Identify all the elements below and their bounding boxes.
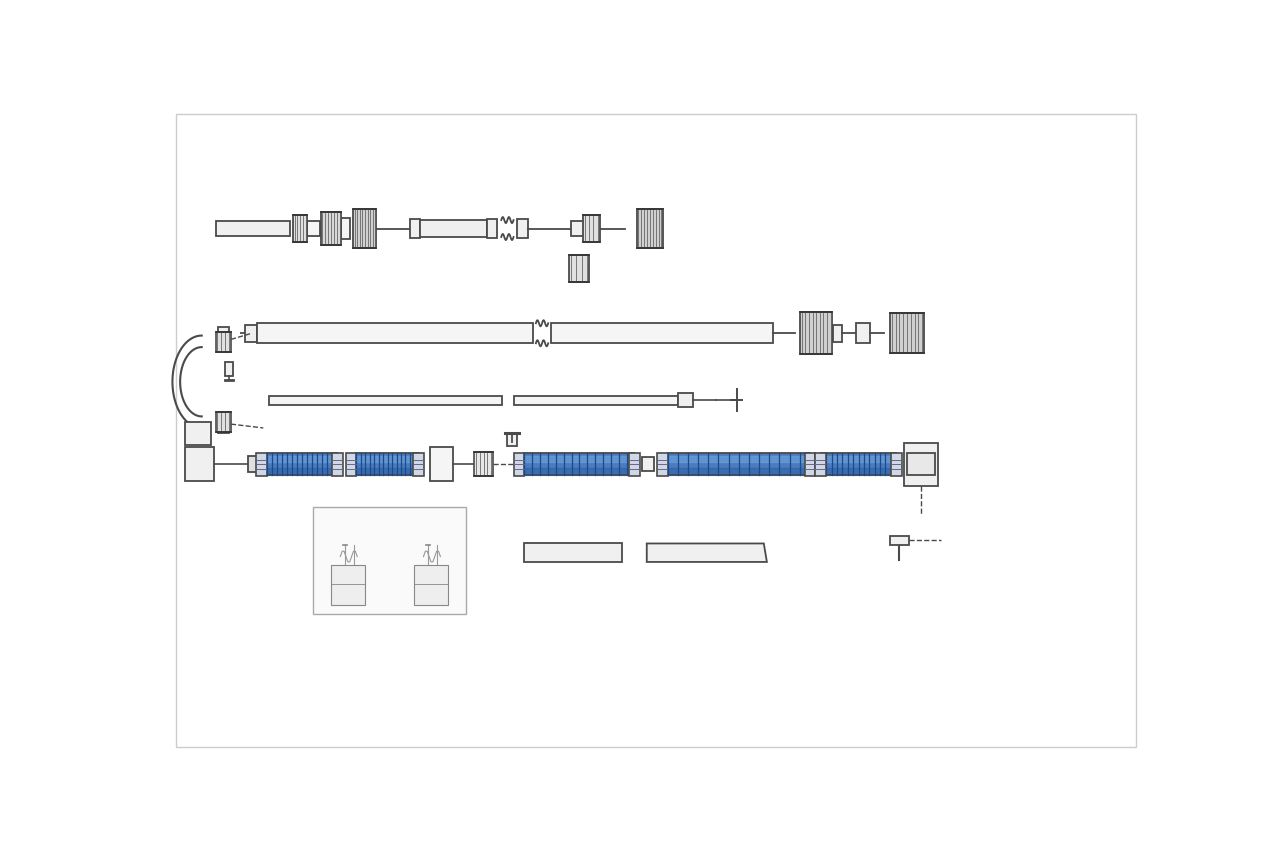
- Bar: [218, 422, 229, 433]
- Bar: [891, 453, 901, 476]
- Bar: [890, 537, 909, 545]
- Bar: [410, 220, 420, 239]
- Bar: [657, 453, 668, 476]
- Bar: [890, 314, 924, 354]
- Bar: [636, 210, 663, 248]
- Bar: [218, 328, 229, 339]
- Bar: [314, 507, 466, 614]
- Bar: [572, 263, 579, 276]
- Bar: [346, 453, 356, 476]
- Bar: [430, 448, 453, 482]
- Bar: [820, 454, 896, 475]
- Bar: [413, 453, 424, 476]
- Bar: [256, 453, 268, 476]
- Bar: [415, 566, 448, 606]
- Bar: [517, 220, 529, 239]
- Bar: [515, 396, 677, 405]
- Bar: [184, 422, 211, 445]
- Bar: [257, 324, 532, 344]
- Polygon shape: [646, 544, 767, 562]
- Bar: [215, 333, 230, 352]
- Bar: [321, 213, 340, 246]
- Bar: [340, 218, 351, 240]
- Bar: [353, 210, 376, 248]
- Bar: [293, 216, 307, 242]
- Bar: [904, 443, 938, 486]
- Bar: [582, 216, 600, 243]
- Bar: [332, 566, 365, 606]
- Bar: [833, 325, 842, 342]
- Bar: [268, 454, 337, 475]
- Bar: [420, 221, 486, 238]
- Bar: [525, 454, 635, 475]
- Bar: [332, 453, 343, 476]
- Bar: [856, 324, 870, 344]
- Bar: [800, 313, 832, 355]
- Bar: [356, 454, 419, 475]
- Bar: [270, 396, 502, 405]
- Bar: [805, 453, 815, 476]
- Bar: [184, 448, 214, 482]
- Bar: [552, 324, 773, 344]
- Bar: [307, 222, 320, 237]
- Bar: [507, 433, 517, 447]
- Bar: [570, 256, 589, 282]
- Bar: [628, 453, 640, 476]
- Bar: [815, 453, 826, 476]
- Bar: [668, 454, 810, 475]
- Bar: [215, 412, 230, 432]
- Bar: [248, 457, 260, 473]
- Bar: [225, 363, 233, 376]
- Bar: [908, 454, 934, 475]
- Bar: [486, 220, 498, 239]
- Bar: [571, 222, 585, 237]
- Bar: [524, 544, 622, 562]
- Bar: [244, 325, 257, 342]
- Bar: [677, 394, 692, 408]
- Bar: [513, 453, 525, 476]
- Bar: [643, 458, 654, 472]
- Bar: [475, 452, 493, 477]
- Bar: [215, 222, 291, 237]
